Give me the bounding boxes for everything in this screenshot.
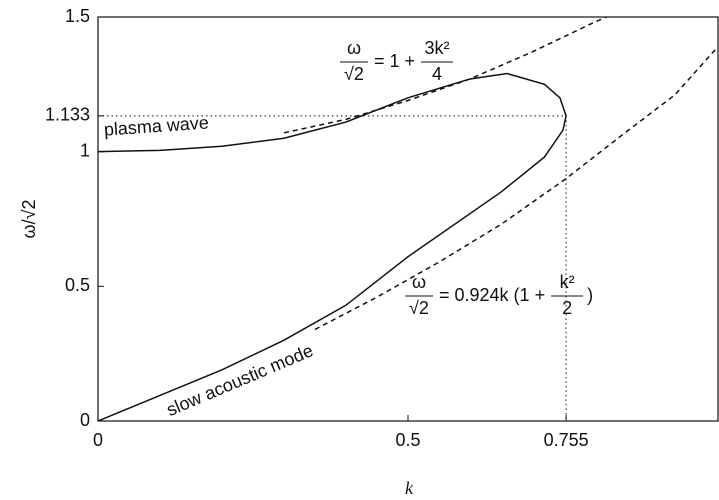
x-tick-label: 0	[93, 430, 103, 450]
eq-den: 2	[562, 298, 572, 318]
plot-area	[98, 17, 718, 421]
eq-mid: = 0.924k (1 +	[439, 285, 545, 305]
y-axis-label: ω/√2	[19, 200, 39, 239]
eq-num: 3k²	[425, 38, 450, 58]
eq-mid: = 1 +	[374, 51, 415, 71]
y-tick-label: 1.133	[45, 105, 90, 125]
y-tick-label: 1	[80, 140, 90, 160]
eq-den: 4	[432, 64, 442, 84]
x-axis-label: k	[405, 478, 414, 498]
curve	[283, 17, 607, 134]
eq-end: )	[587, 285, 593, 305]
curve	[314, 46, 718, 331]
curve-label: plasma wave	[103, 112, 209, 139]
y-tick-label: 0	[80, 410, 90, 430]
x-tick-label: 0.755	[544, 430, 589, 450]
eq-num: ω	[347, 38, 361, 58]
x-tick-label: 0.5	[395, 430, 420, 450]
y-tick-label: 0.5	[65, 275, 90, 295]
curve-label: slow acoustic mode	[164, 340, 316, 420]
eq-den: √2	[409, 298, 429, 318]
plot-frame	[97, 16, 719, 422]
eq-num: ω	[412, 272, 426, 292]
curve	[98, 72, 567, 421]
eq-num: k²	[560, 272, 575, 292]
eq-den: √2	[344, 64, 364, 84]
y-tick-label: 1.5	[65, 6, 90, 26]
